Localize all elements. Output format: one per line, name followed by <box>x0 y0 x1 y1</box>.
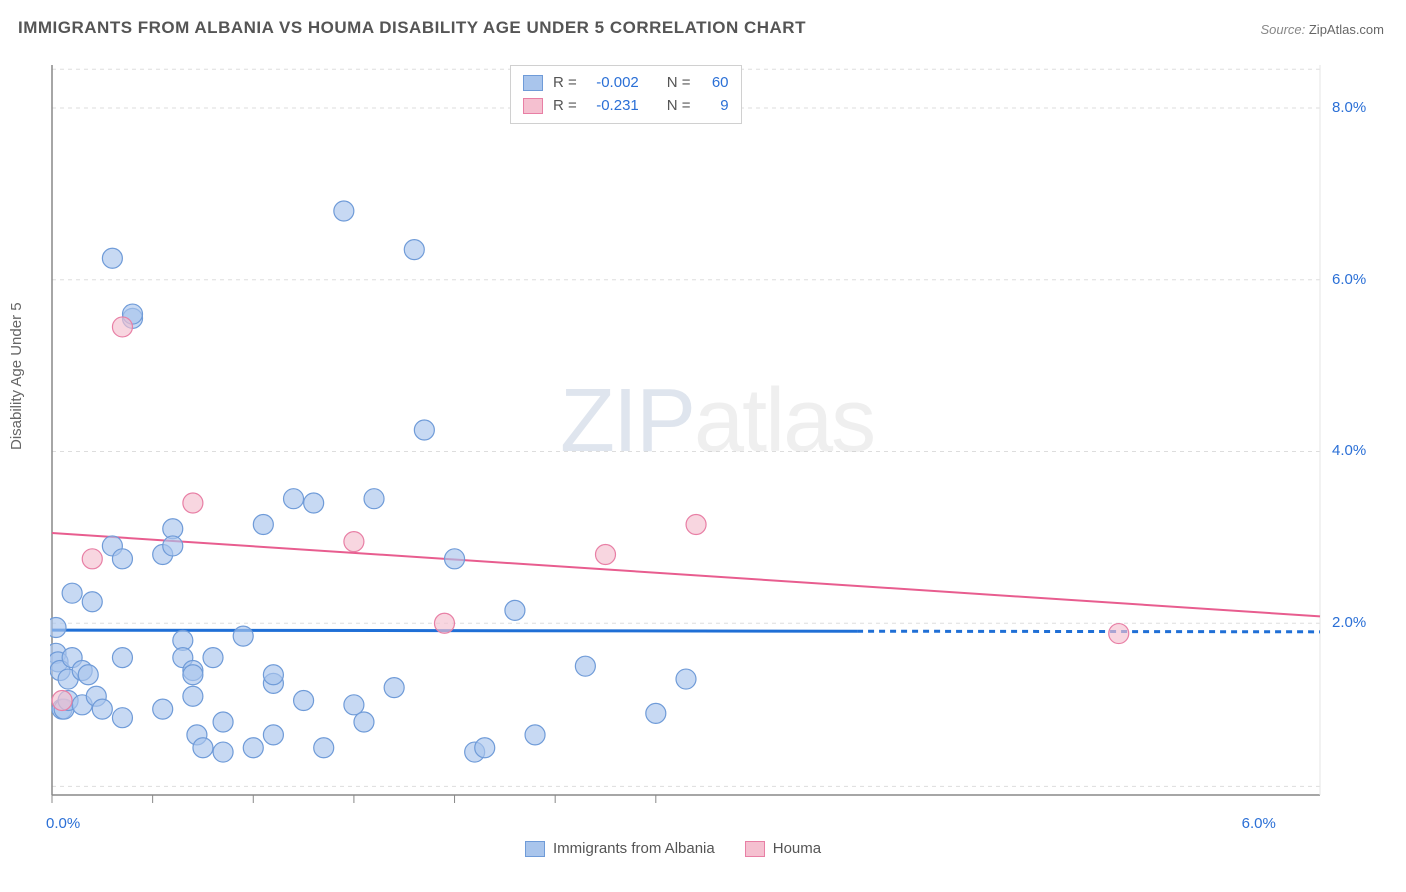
r-label: R = <box>553 72 577 95</box>
source-label: Source: <box>1260 22 1308 37</box>
y-tick-label: 6.0% <box>1332 271 1366 288</box>
stats-legend: R = -0.002 N = 60 R = -0.231 N = 9 <box>510 65 742 124</box>
chart-title: IMMIGRANTS FROM ALBANIA VS HOUMA DISABIL… <box>18 18 806 38</box>
y-tick-label: 4.0% <box>1332 442 1366 459</box>
stats-legend-row: R = -0.002 N = 60 <box>523 72 729 95</box>
legend-label: Houma <box>773 840 821 857</box>
source-attribution: Source: ZipAtlas.com <box>1260 22 1384 37</box>
y-tick-label: 8.0% <box>1332 99 1366 116</box>
plot-area <box>50 55 1380 825</box>
n-label: N = <box>667 95 691 118</box>
legend-swatch <box>525 841 545 857</box>
series-legend: Immigrants from Albania Houma <box>525 840 821 857</box>
scatter-plot-svg <box>50 55 1380 825</box>
stats-legend-row: R = -0.231 N = 9 <box>523 95 729 118</box>
y-axis-label: Disability Age Under 5 <box>8 302 25 450</box>
n-value: 9 <box>701 95 729 118</box>
legend-swatch <box>523 75 543 91</box>
y-tick-label: 2.0% <box>1332 614 1366 631</box>
x-tick-label: 6.0% <box>1242 815 1276 832</box>
legend-swatch <box>745 841 765 857</box>
r-value: -0.002 <box>587 72 639 95</box>
r-label: R = <box>553 95 577 118</box>
legend-item: Immigrants from Albania <box>525 840 715 857</box>
legend-swatch <box>523 98 543 114</box>
legend-item: Houma <box>745 840 821 857</box>
r-value: -0.231 <box>587 95 639 118</box>
x-tick-label: 0.0% <box>46 815 80 832</box>
legend-label: Immigrants from Albania <box>553 840 715 857</box>
n-label: N = <box>667 72 691 95</box>
source-value: ZipAtlas.com <box>1309 22 1384 37</box>
n-value: 60 <box>701 72 729 95</box>
